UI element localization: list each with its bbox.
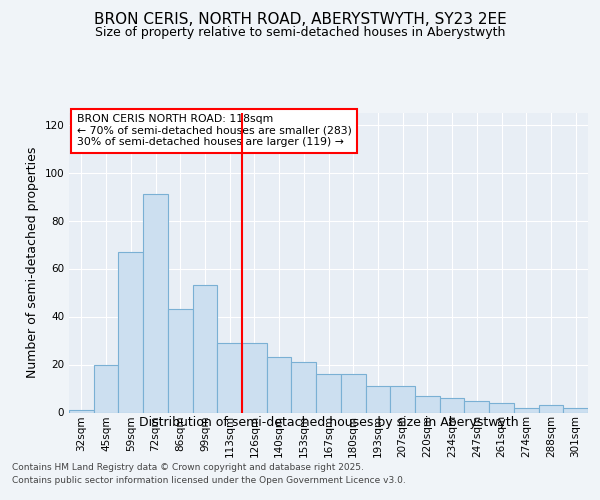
- Bar: [440, 398, 464, 412]
- Bar: [563, 408, 588, 412]
- Bar: [365, 386, 390, 412]
- Bar: [292, 362, 316, 412]
- Text: BRON CERIS NORTH ROAD: 118sqm
← 70% of semi-detached houses are smaller (283)
30: BRON CERIS NORTH ROAD: 118sqm ← 70% of s…: [77, 114, 352, 147]
- Bar: [514, 408, 539, 412]
- Bar: [341, 374, 365, 412]
- Bar: [316, 374, 341, 412]
- Text: Distribution of semi-detached houses by size in Aberystwyth: Distribution of semi-detached houses by …: [139, 416, 518, 429]
- Bar: [242, 343, 267, 412]
- Text: Size of property relative to semi-detached houses in Aberystwyth: Size of property relative to semi-detach…: [95, 26, 505, 39]
- Bar: [94, 364, 118, 412]
- Bar: [168, 310, 193, 412]
- Bar: [489, 403, 514, 412]
- Bar: [464, 400, 489, 412]
- Text: Contains HM Land Registry data © Crown copyright and database right 2025.: Contains HM Land Registry data © Crown c…: [12, 462, 364, 471]
- Bar: [193, 286, 217, 412]
- Text: Contains public sector information licensed under the Open Government Licence v3: Contains public sector information licen…: [12, 476, 406, 485]
- Bar: [118, 252, 143, 412]
- Bar: [267, 358, 292, 412]
- Bar: [69, 410, 94, 412]
- Bar: [415, 396, 440, 412]
- Bar: [217, 343, 242, 412]
- Bar: [539, 406, 563, 412]
- Bar: [143, 194, 168, 412]
- Bar: [390, 386, 415, 412]
- Text: BRON CERIS, NORTH ROAD, ABERYSTWYTH, SY23 2EE: BRON CERIS, NORTH ROAD, ABERYSTWYTH, SY2…: [94, 12, 506, 28]
- Y-axis label: Number of semi-detached properties: Number of semi-detached properties: [26, 147, 39, 378]
